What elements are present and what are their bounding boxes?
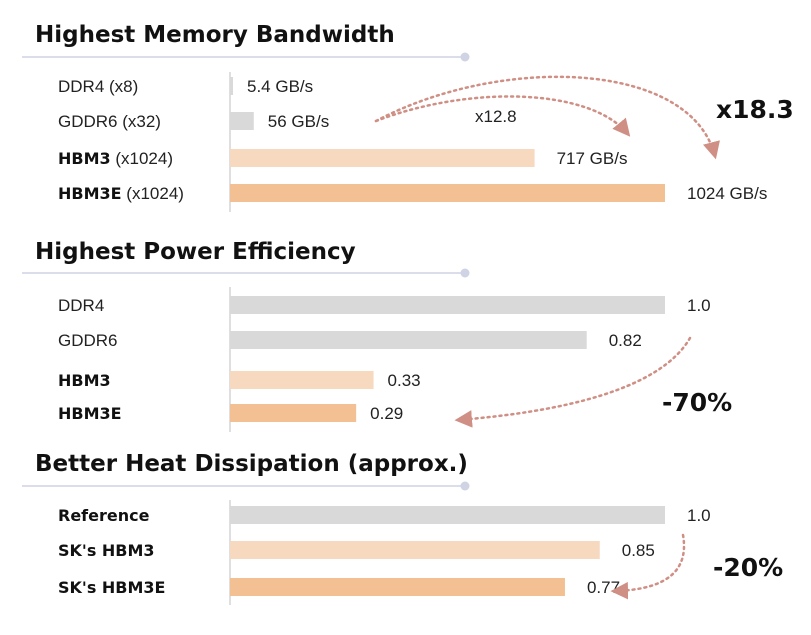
section-title: Highest Memory Bandwidth [35, 22, 395, 48]
category-label: DDR4 (x8) [58, 77, 138, 96]
value-label: 5.4 GB/s [247, 77, 313, 96]
bar [230, 541, 600, 559]
annotation-label: -20% [713, 553, 783, 582]
bar [230, 112, 254, 130]
value-label: 0.33 [388, 371, 421, 390]
bar [230, 77, 233, 95]
value-label: 0.82 [609, 331, 642, 350]
category-label: HBM3E [58, 404, 122, 423]
category-label: SK's HBM3 [58, 541, 155, 560]
arrow-minus-70 [454, 336, 692, 428]
annotation-label: x12.8 [475, 107, 517, 126]
value-label: 0.85 [622, 541, 655, 560]
category-label: GDDR6 [58, 331, 118, 350]
value-label: 717 GB/s [557, 149, 628, 168]
value-label: 1.0 [687, 506, 711, 525]
bar [230, 578, 565, 596]
category-label: SK's HBM3E [58, 578, 165, 597]
value-label: 0.29 [370, 404, 403, 423]
category-label: DDR4 [58, 296, 104, 315]
arrow-minus-20 [610, 533, 686, 600]
category-label: HBM3 (x1024) [58, 149, 173, 168]
category-label: GDDR6 (x32) [58, 112, 161, 131]
category-label: HBM3E (x1024) [58, 184, 184, 203]
bar [230, 184, 665, 202]
divider-dot [460, 52, 470, 62]
divider-dot [460, 268, 470, 278]
bar [230, 506, 665, 524]
annotation-label: -70% [662, 388, 732, 417]
bar [230, 371, 374, 389]
divider-dot [460, 481, 470, 491]
bar [230, 404, 357, 422]
category-label: HBM3 [58, 371, 111, 390]
section-title: Highest Power Efficiency [35, 239, 356, 265]
value-label: 1024 GB/s [687, 184, 767, 203]
value-label: 56 GB/s [268, 112, 329, 131]
value-label: 0.77 [587, 578, 620, 597]
arrow-x12-8 [374, 95, 631, 137]
bar [230, 149, 535, 167]
section-title: Better Heat Dissipation (approx.) [35, 451, 468, 477]
value-label: 1.0 [687, 296, 711, 315]
category-label: Reference [58, 506, 150, 525]
bar [230, 331, 587, 349]
arrow-x18-3 [374, 75, 720, 160]
annotation-label: x18.3 [716, 95, 794, 124]
bar [230, 296, 665, 314]
